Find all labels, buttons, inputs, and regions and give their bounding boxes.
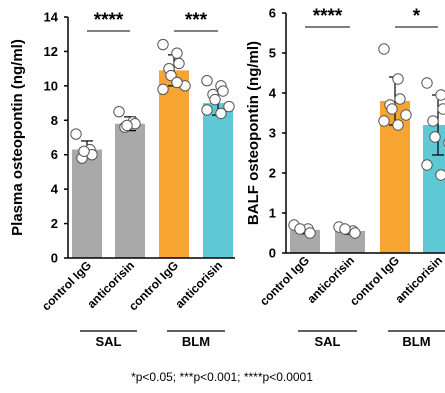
data-point [215,107,227,120]
data-point [157,83,169,96]
x-tick-label: anticorisin [172,258,225,311]
significance-label: **** [94,10,124,31]
data-point [437,103,445,115]
data-point [392,73,404,85]
data-point [435,89,445,101]
data-point [394,93,406,105]
y-tick-label: 2 [269,166,276,181]
data-point [435,169,445,181]
x-tick-label: control IgG [39,258,94,313]
data-point [70,128,82,140]
data-point [421,77,433,89]
bar [72,149,102,258]
data-point [378,115,390,127]
y-tick-label: 4 [51,182,59,197]
bar [423,125,445,253]
y-tick-label: 1 [269,206,276,221]
footnote: *p<0.05; ***p<0.001; ****p<0.0001 [131,370,313,384]
y-tick-label: 12 [44,44,58,59]
y-tick-label: 0 [51,251,58,266]
y-tick-label: 14 [44,10,59,25]
y-tick-label: 4 [269,86,277,101]
y-tick-label: 0 [269,246,276,261]
data-point [171,76,183,89]
data-point [78,145,90,157]
y-tick-label: 10 [44,78,58,93]
bar [159,70,189,258]
significance-label: **** [313,6,343,27]
data-point [429,131,441,143]
y-tick-label: 3 [269,126,276,141]
significance-label: * [413,6,421,27]
significance-label: *** [185,10,208,31]
group-label: SAL [315,334,341,349]
data-point [378,43,390,55]
data-point [427,115,439,127]
data-point [173,57,185,70]
bar [203,103,233,258]
data-point [201,74,213,87]
plasma-osteopontin-panel: 0 2 4 6 8 10 12 14 Plasma osteopontin (ng/ml) con… [9,10,235,349]
y-tick-label: 5 [269,46,276,61]
y-tick-label: 2 [51,216,58,231]
data-point [113,105,125,118]
data-point [294,223,306,235]
data-point [349,227,361,239]
data-point [339,223,351,235]
data-point [421,159,433,171]
data-point [223,100,235,113]
group-label: BLM [402,334,430,349]
group-label: SAL [96,334,122,349]
x-tick-label: anticorisin [392,253,445,306]
data-point [171,47,183,59]
data-point [386,103,398,115]
data-point [217,85,229,97]
data-point [400,109,412,121]
y-tick-label: 8 [51,113,58,128]
x-tick-label: control IgG [257,253,312,308]
y-axis-label: Plasma osteopontin (ng/ml) [9,39,26,236]
y-tick-label: 6 [269,6,276,21]
data-point [209,93,221,106]
data-point [121,119,133,132]
y-tick-label: 6 [51,147,58,162]
group-label: BLM [182,334,210,349]
data-point [392,119,404,131]
data-point [201,104,213,116]
data-point [157,38,169,51]
y-axis-label: BALF osteopontin (ng/ml) [245,41,262,225]
data-point [304,227,316,239]
bar [115,123,145,258]
balf-osteopontin-panel: 0 1 2 3 4 5 6 BALF osteopontin (ng/ml) control I… [245,6,445,349]
